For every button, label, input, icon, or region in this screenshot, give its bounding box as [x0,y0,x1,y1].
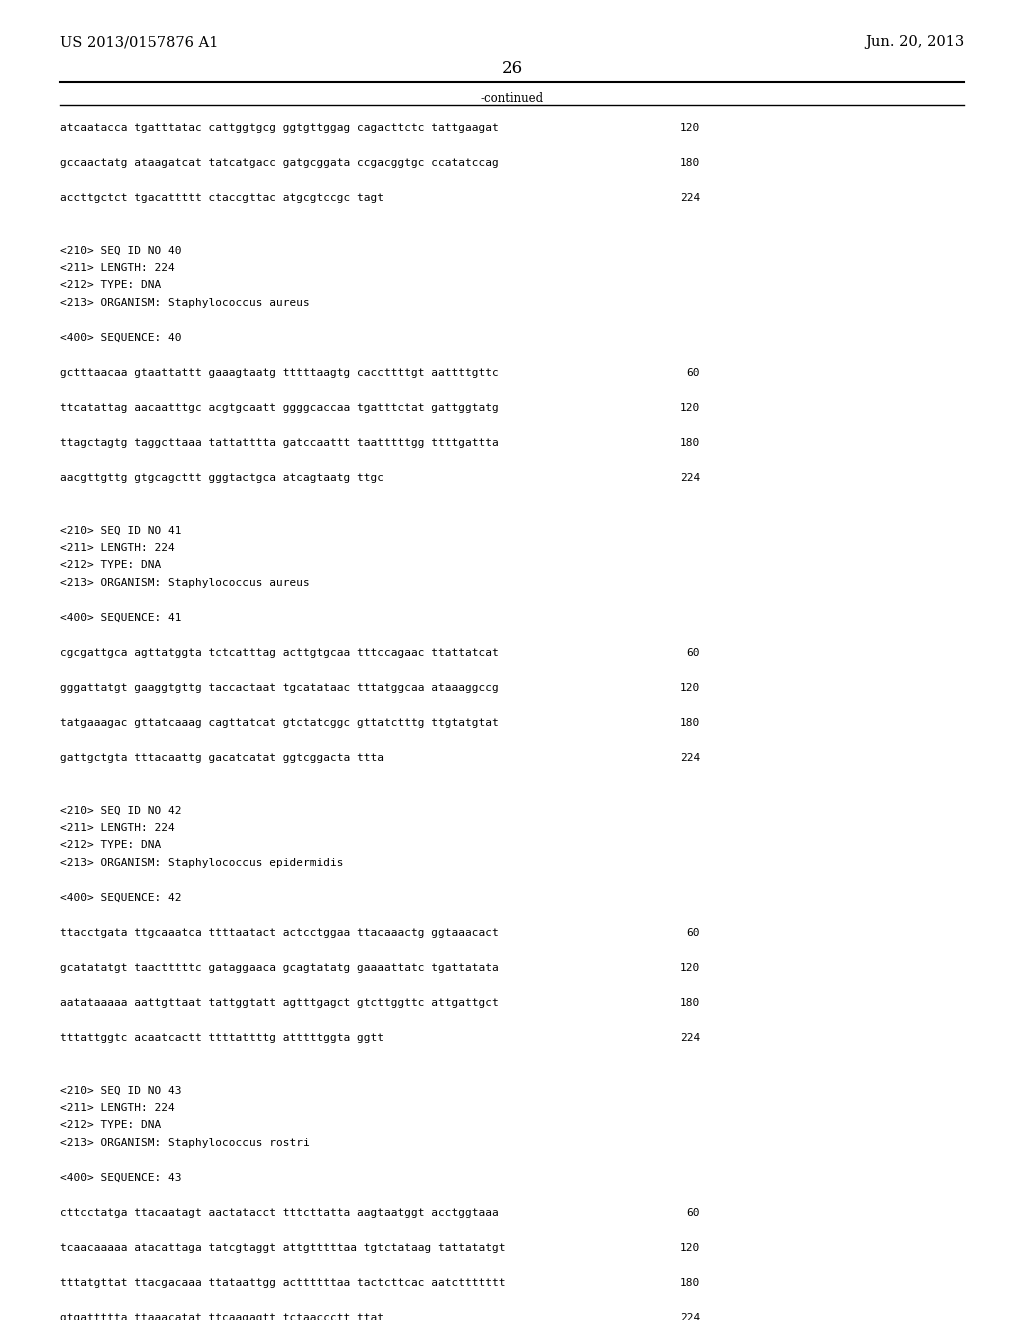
Text: 224: 224 [680,193,700,203]
Text: <213> ORGANISM: Staphylococcus rostri: <213> ORGANISM: Staphylococcus rostri [60,1138,309,1148]
Text: <400> SEQUENCE: 42: <400> SEQUENCE: 42 [60,894,181,903]
Text: <212> TYPE: DNA: <212> TYPE: DNA [60,561,161,570]
Text: gcatatatgt taactttttc gataggaaca gcagtatatg gaaaattatc tgattatata: gcatatatgt taactttttc gataggaaca gcagtat… [60,964,499,973]
Text: gccaactatg ataagatcat tatcatgacc gatgcggata ccgacggtgc ccatatccag: gccaactatg ataagatcat tatcatgacc gatgcgg… [60,158,499,168]
Text: <400> SEQUENCE: 40: <400> SEQUENCE: 40 [60,333,181,343]
Text: <400> SEQUENCE: 41: <400> SEQUENCE: 41 [60,612,181,623]
Text: gggattatgt gaaggtgttg taccactaat tgcatataac tttatggcaa ataaaggccg: gggattatgt gaaggtgttg taccactaat tgcatat… [60,682,499,693]
Text: 120: 120 [680,1243,700,1253]
Text: ttagctagtg taggcttaaa tattatttta gatccaattt taatttttgg ttttgattta: ttagctagtg taggcttaaa tattatttta gatccaa… [60,438,499,447]
Text: <212> TYPE: DNA: <212> TYPE: DNA [60,841,161,850]
Text: 224: 224 [680,473,700,483]
Text: gctttaacaa gtaattattt gaaagtaatg tttttaagtg caccttttgt aattttgttc: gctttaacaa gtaattattt gaaagtaatg tttttaa… [60,368,499,378]
Text: <210> SEQ ID NO 41: <210> SEQ ID NO 41 [60,525,181,536]
Text: 60: 60 [686,1208,700,1218]
Text: <210> SEQ ID NO 43: <210> SEQ ID NO 43 [60,1085,181,1096]
Text: <211> LENGTH: 224: <211> LENGTH: 224 [60,263,175,273]
Text: accttgctct tgacattttt ctaccgttac atgcgtccgc tagt: accttgctct tgacattttt ctaccgttac atgcgtc… [60,193,384,203]
Text: ttcatattag aacaatttgc acgtgcaatt ggggcaccaa tgatttctat gattggtatg: ttcatattag aacaatttgc acgtgcaatt ggggcac… [60,403,499,413]
Text: US 2013/0157876 A1: US 2013/0157876 A1 [60,36,218,49]
Text: aatataaaaa aattgttaat tattggtatt agtttgagct gtcttggttc attgattgct: aatataaaaa aattgttaat tattggtatt agtttga… [60,998,499,1008]
Text: <211> LENGTH: 224: <211> LENGTH: 224 [60,822,175,833]
Text: atcaatacca tgatttatac cattggtgcg ggtgttggag cagacttctc tattgaagat: atcaatacca tgatttatac cattggtgcg ggtgttg… [60,123,499,133]
Text: aacgttgttg gtgcagcttt gggtactgca atcagtaatg ttgc: aacgttgttg gtgcagcttt gggtactgca atcagta… [60,473,384,483]
Text: 224: 224 [680,752,700,763]
Text: 180: 180 [680,1278,700,1288]
Text: 224: 224 [680,1034,700,1043]
Text: <212> TYPE: DNA: <212> TYPE: DNA [60,1121,161,1130]
Text: 224: 224 [680,1313,700,1320]
Text: 180: 180 [680,438,700,447]
Text: <210> SEQ ID NO 40: <210> SEQ ID NO 40 [60,246,181,256]
Text: 60: 60 [686,928,700,939]
Text: <213> ORGANISM: Staphylococcus aureus: <213> ORGANISM: Staphylococcus aureus [60,578,309,587]
Text: <213> ORGANISM: Staphylococcus aureus: <213> ORGANISM: Staphylococcus aureus [60,298,309,308]
Text: 180: 180 [680,718,700,729]
Text: 180: 180 [680,998,700,1008]
Text: gattgctgta tttacaattg gacatcatat ggtcggacta ttta: gattgctgta tttacaattg gacatcatat ggtcgga… [60,752,384,763]
Text: <213> ORGANISM: Staphylococcus epidermidis: <213> ORGANISM: Staphylococcus epidermid… [60,858,343,869]
Text: 26: 26 [502,59,522,77]
Text: <211> LENGTH: 224: <211> LENGTH: 224 [60,543,175,553]
Text: tttatgttat ttacgacaaa ttataattgg acttttttaa tactcttcac aatcttttttt: tttatgttat ttacgacaaa ttataattgg acttttt… [60,1278,506,1288]
Text: ttacctgata ttgcaaatca ttttaatact actcctggaa ttacaaactg ggtaaacact: ttacctgata ttgcaaatca ttttaatact actcctg… [60,928,499,939]
Text: 60: 60 [686,648,700,657]
Text: <210> SEQ ID NO 42: <210> SEQ ID NO 42 [60,805,181,816]
Text: tcaacaaaaa atacattaga tatcgtaggt attgtttttaa tgtctataag tattatatgt: tcaacaaaaa atacattaga tatcgtaggt attgttt… [60,1243,506,1253]
Text: 180: 180 [680,158,700,168]
Text: Jun. 20, 2013: Jun. 20, 2013 [864,36,964,49]
Text: 120: 120 [680,964,700,973]
Text: -continued: -continued [480,92,544,106]
Text: cttcctatga ttacaatagt aactatacct tttcttatta aagtaatggt acctggtaaa: cttcctatga ttacaatagt aactatacct tttctta… [60,1208,499,1218]
Text: cgcgattgca agttatggta tctcatttag acttgtgcaa tttccagaac ttattatcat: cgcgattgca agttatggta tctcatttag acttgtg… [60,648,499,657]
Text: <212> TYPE: DNA: <212> TYPE: DNA [60,281,161,290]
Text: 120: 120 [680,682,700,693]
Text: tttattggtc acaatcactt ttttattttg atttttggta ggtt: tttattggtc acaatcactt ttttattttg atttttg… [60,1034,384,1043]
Text: 120: 120 [680,403,700,413]
Text: <211> LENGTH: 224: <211> LENGTH: 224 [60,1104,175,1113]
Text: <400> SEQUENCE: 43: <400> SEQUENCE: 43 [60,1173,181,1183]
Text: 120: 120 [680,123,700,133]
Text: tatgaaagac gttatcaaag cagttatcat gtctatcggc gttatctttg ttgtatgtat: tatgaaagac gttatcaaag cagttatcat gtctatc… [60,718,499,729]
Text: 60: 60 [686,368,700,378]
Text: gtgattttta ttaaacatat ttcaagagtt tctaaccctt ttat: gtgattttta ttaaacatat ttcaagagtt tctaacc… [60,1313,384,1320]
